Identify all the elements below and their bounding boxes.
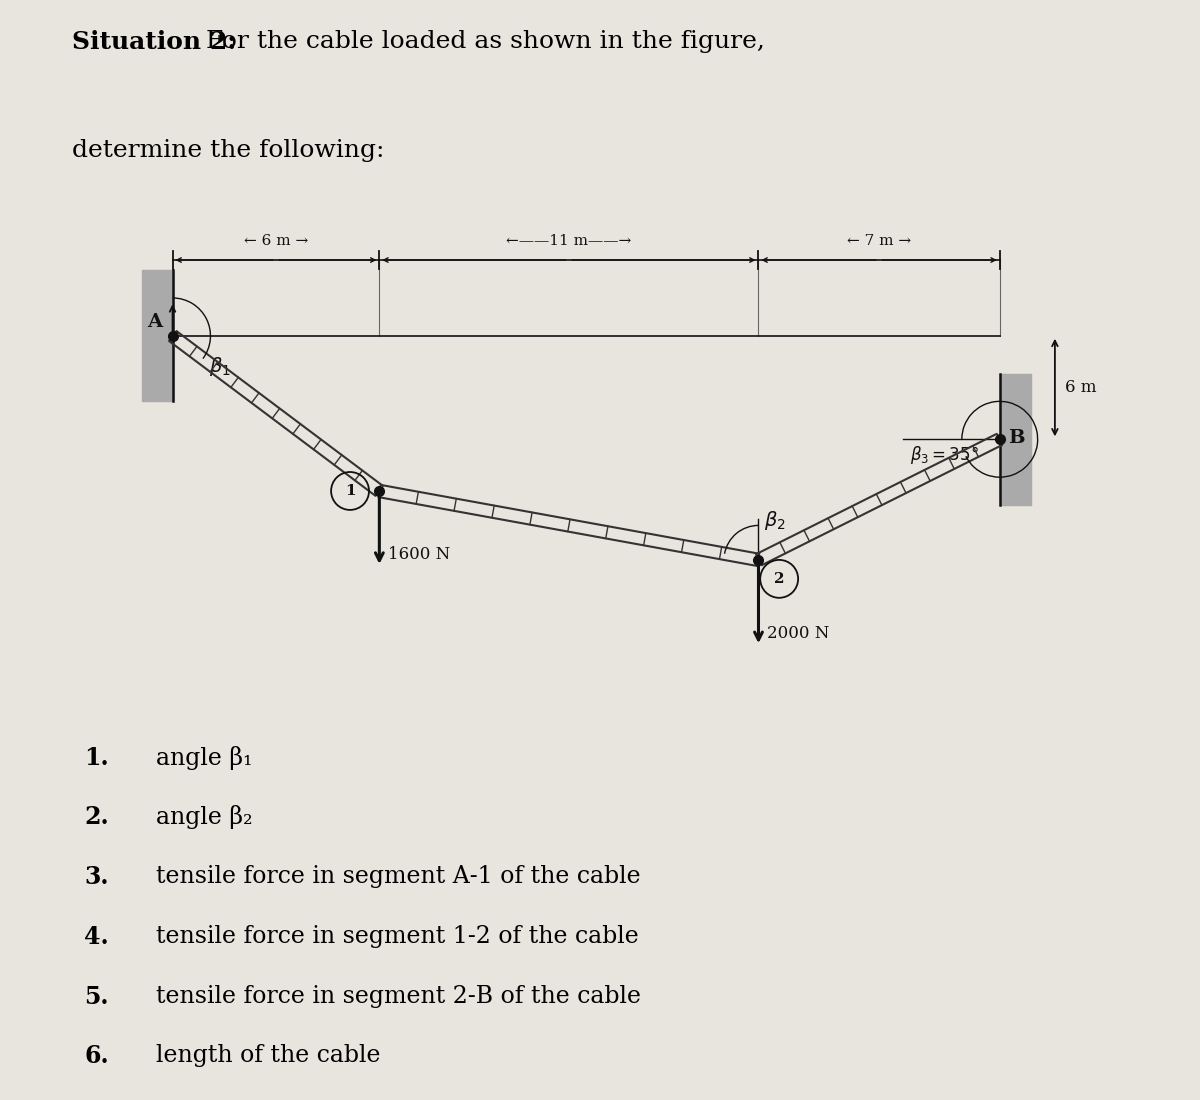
Text: tensile force in segment A-1 of the cable: tensile force in segment A-1 of the cabl… [156, 865, 641, 888]
Text: 5.: 5. [84, 984, 108, 1009]
Text: 6 m: 6 m [1066, 379, 1097, 396]
Text: 2000 N: 2000 N [767, 626, 829, 642]
Text: A: A [148, 312, 162, 331]
Text: $\beta_3 = 35°$: $\beta_3 = 35°$ [910, 444, 979, 466]
Text: Situation 2:: Situation 2: [72, 30, 236, 54]
Text: For the cable loaded as shown in the figure,: For the cable loaded as shown in the fig… [198, 30, 764, 53]
Text: 3.: 3. [84, 865, 108, 889]
Text: 6.: 6. [84, 1044, 109, 1068]
Text: length of the cable: length of the cable [156, 1044, 380, 1067]
Text: 4.: 4. [84, 925, 109, 949]
Text: B: B [1008, 429, 1025, 447]
Text: ←——11 m——→: ←——11 m——→ [506, 234, 631, 248]
Text: 2.: 2. [84, 805, 109, 829]
Text: $\beta_1$: $\beta_1$ [209, 355, 230, 377]
Text: angle β₁: angle β₁ [156, 746, 252, 770]
Text: determine the following:: determine the following: [72, 139, 384, 162]
Text: tensile force in segment 1-2 of the cable: tensile force in segment 1-2 of the cabl… [156, 925, 638, 948]
Bar [142, 271, 173, 402]
Text: 1.: 1. [84, 746, 109, 770]
Text: $\beta_2$: $\beta_2$ [763, 509, 785, 532]
Text: tensile force in segment 2-B of the cable: tensile force in segment 2-B of the cabl… [156, 984, 641, 1008]
Text: ← 6 m →: ← 6 m → [244, 234, 308, 248]
Text: 1600 N: 1600 N [388, 546, 450, 563]
Text: 2: 2 [774, 572, 785, 586]
Bar [1000, 374, 1031, 505]
Text: angle β₂: angle β₂ [156, 805, 253, 829]
Text: 1: 1 [344, 484, 355, 498]
Text: ← 7 m →: ← 7 m → [847, 234, 911, 248]
